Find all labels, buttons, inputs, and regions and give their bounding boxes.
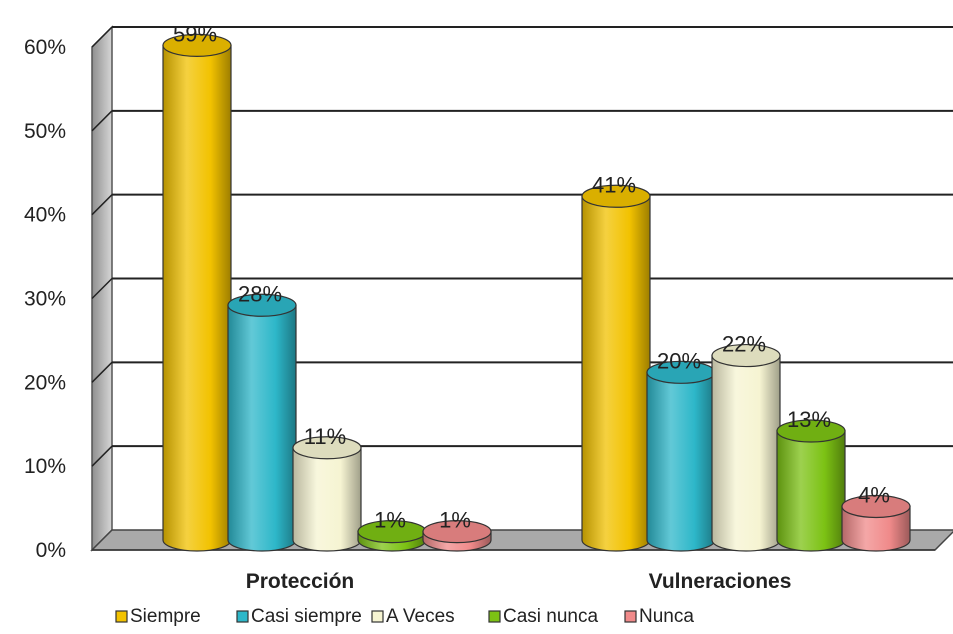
legend-swatch <box>488 610 501 623</box>
bar-top <box>711 343 781 368</box>
bar <box>357 520 427 552</box>
gridline-side <box>91 445 113 467</box>
legend-label: Casi siempre <box>251 606 362 627</box>
bar <box>162 33 232 552</box>
legend-swatch <box>236 610 249 623</box>
bar-body-siempre <box>162 44 232 552</box>
legend-label: Casi nunca <box>503 606 598 627</box>
bar-body-nunca <box>841 505 911 552</box>
gridline-side <box>91 26 113 48</box>
bar-top <box>581 184 651 208</box>
legend-label: Nunca <box>639 606 694 627</box>
bar-top <box>292 436 362 460</box>
data-label: 28% <box>238 281 282 306</box>
legend-swatch <box>115 610 128 623</box>
gridline-side <box>91 361 113 383</box>
legend-swatch <box>371 610 384 623</box>
gridline-side <box>91 110 113 132</box>
data-label: 4% <box>858 482 890 507</box>
y-tick-label: 40% <box>24 204 66 227</box>
data-label: 20% <box>657 348 701 373</box>
y-tick-label: 60% <box>24 36 66 59</box>
bar-body-casi-nunca <box>776 430 846 552</box>
bar-top <box>776 419 846 443</box>
bar-top <box>227 293 297 317</box>
gridline-side <box>91 194 113 216</box>
bar <box>292 436 362 552</box>
y-tick-label: 20% <box>24 371 66 394</box>
bar <box>581 184 651 552</box>
bar-body-a-veces <box>711 354 781 552</box>
y-tick-label: 10% <box>24 455 66 478</box>
legend-label: Siempre <box>130 606 201 627</box>
bar <box>422 520 492 552</box>
legend-swatch <box>624 610 637 623</box>
y-tick-label: 0% <box>36 539 66 562</box>
bar-top <box>422 520 492 544</box>
data-label: 1% <box>439 508 471 533</box>
bar-top <box>841 494 911 519</box>
bar <box>227 293 297 552</box>
bar-body-siempre <box>581 195 651 552</box>
bar <box>711 343 781 552</box>
x-category-label: Protección <box>246 570 355 593</box>
data-label: 1% <box>374 508 406 533</box>
data-label: 13% <box>787 407 831 432</box>
bar-body-casi-siempre <box>646 371 716 552</box>
bar <box>776 419 846 552</box>
x-category-label: Vulneraciones <box>649 570 792 593</box>
gridline-side <box>91 277 113 300</box>
data-label: 41% <box>592 172 636 197</box>
bar-body-a-veces <box>292 447 362 552</box>
legend-label: A Veces <box>386 606 455 627</box>
bar-top <box>162 33 232 57</box>
data-label: 22% <box>722 332 766 357</box>
y-tick-label: 30% <box>24 288 66 311</box>
bar <box>841 494 911 552</box>
data-label: 11% <box>304 424 346 449</box>
y-tick-label: 50% <box>24 120 66 143</box>
bar-body-casi-siempre <box>227 304 297 552</box>
bar <box>646 360 716 552</box>
data-label: 59% <box>173 21 217 46</box>
